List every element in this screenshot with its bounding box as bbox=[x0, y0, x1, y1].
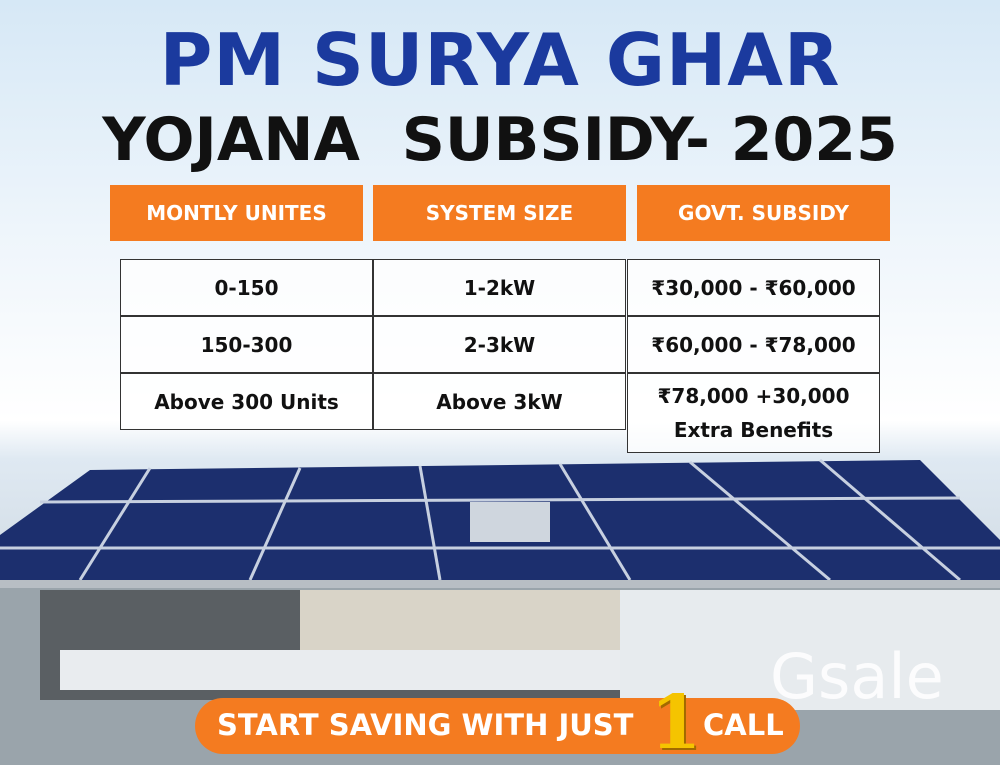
column-header: GOVT. SUBSIDY bbox=[637, 185, 890, 241]
table-cell: ₹78,000 +30,000 Extra Benefits bbox=[627, 373, 880, 453]
title: PM SURYA GHAR bbox=[159, 18, 841, 102]
table-cell: 2-3kW bbox=[373, 316, 626, 373]
call-to-action-button[interactable]: START SAVING WITH JUST 1 CALL bbox=[195, 680, 800, 765]
solar-roof-illustration bbox=[0, 458, 1000, 765]
cta-text: START SAVING WITH JUST bbox=[217, 708, 634, 742]
column-header: SYSTEM SIZE bbox=[373, 185, 626, 241]
table-cell: 150-300 bbox=[120, 316, 373, 373]
table-cell: ₹30,000 - ₹60,000 bbox=[627, 259, 880, 316]
subtitle: YOJANA SUBSIDY- 2025 bbox=[102, 105, 898, 175]
table-cell: 1-2kW bbox=[373, 259, 626, 316]
watermark: Gsale bbox=[770, 640, 944, 713]
table-cell: Above 300 Units bbox=[120, 373, 373, 430]
cta-number: 1 bbox=[650, 680, 702, 765]
table-cell: 0-150 bbox=[120, 259, 373, 316]
cta-suffix: CALL bbox=[703, 708, 784, 742]
table-cell: Above 3kW bbox=[373, 373, 626, 430]
column-header: MONTLY UNITES bbox=[110, 185, 363, 241]
table-cell: ₹60,000 - ₹78,000 bbox=[627, 316, 880, 373]
